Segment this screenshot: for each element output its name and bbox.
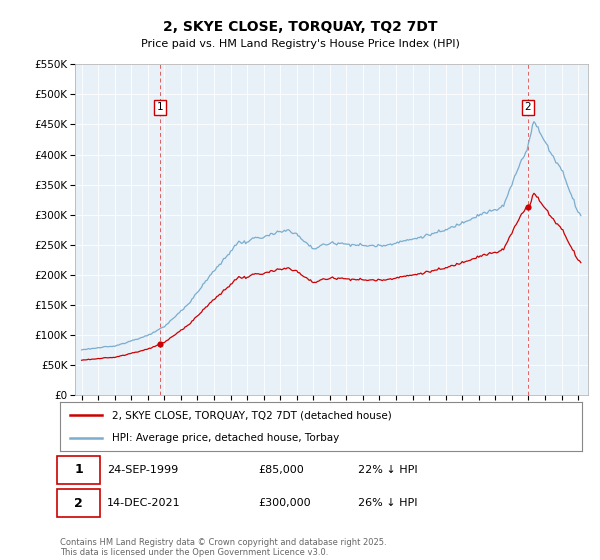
Text: 26% ↓ HPI: 26% ↓ HPI — [358, 498, 417, 508]
FancyBboxPatch shape — [58, 489, 100, 517]
Text: Contains HM Land Registry data © Crown copyright and database right 2025.
This d: Contains HM Land Registry data © Crown c… — [60, 538, 386, 557]
FancyBboxPatch shape — [58, 456, 100, 484]
Text: £300,000: £300,000 — [259, 498, 311, 508]
Text: 2, SKYE CLOSE, TORQUAY, TQ2 7DT: 2, SKYE CLOSE, TORQUAY, TQ2 7DT — [163, 20, 437, 34]
Text: Price paid vs. HM Land Registry's House Price Index (HPI): Price paid vs. HM Land Registry's House … — [140, 39, 460, 49]
Text: 14-DEC-2021: 14-DEC-2021 — [107, 498, 181, 508]
Text: 2: 2 — [524, 102, 531, 113]
Text: 2, SKYE CLOSE, TORQUAY, TQ2 7DT (detached house): 2, SKYE CLOSE, TORQUAY, TQ2 7DT (detache… — [112, 410, 392, 421]
Text: 1: 1 — [157, 102, 163, 113]
Text: 22% ↓ HPI: 22% ↓ HPI — [358, 465, 417, 475]
Text: 1: 1 — [74, 463, 83, 476]
Text: 24-SEP-1999: 24-SEP-1999 — [107, 465, 178, 475]
Text: HPI: Average price, detached house, Torbay: HPI: Average price, detached house, Torb… — [112, 433, 340, 444]
Text: 2: 2 — [74, 497, 83, 510]
Text: £85,000: £85,000 — [259, 465, 304, 475]
